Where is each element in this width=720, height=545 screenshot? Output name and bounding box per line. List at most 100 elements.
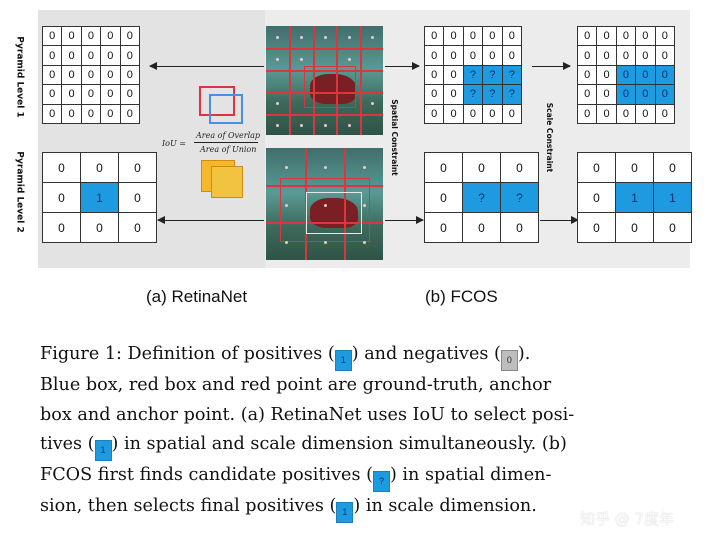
iou-overlap-illustration-1 xyxy=(195,84,255,128)
grid-cell: 0 xyxy=(119,103,140,124)
grid-cell: 0 xyxy=(615,45,637,66)
grid-cell: 0 xyxy=(80,152,119,183)
pyramid-level-2-label: Pyramid Level 2 xyxy=(14,151,25,233)
grid-cell: 0 xyxy=(462,212,501,243)
arrow-to-fcos-final-level1 xyxy=(532,62,571,70)
caption-line-1: Figure 1: Definition of positives (1) an… xyxy=(40,340,692,371)
grid-cell: 0 xyxy=(615,103,637,124)
grid-cell: 0 xyxy=(423,45,445,66)
grid-cell: 0 xyxy=(423,84,445,105)
grid-cell: 0 xyxy=(615,84,637,105)
grid-cell: ? xyxy=(482,84,503,105)
grid-cell: 0 xyxy=(42,152,81,183)
grid-cell: 0 xyxy=(635,45,656,66)
grid-cell: 0 xyxy=(42,182,81,213)
grid-cell: ? xyxy=(462,182,501,213)
grid-cell: 0 xyxy=(80,212,119,243)
grid-cell: 0 xyxy=(119,84,140,105)
grid-cell: 0 xyxy=(61,64,82,86)
grid-cell: 1 xyxy=(80,182,119,213)
grid-cell: 0 xyxy=(80,45,102,66)
grid-cell: 0 xyxy=(654,45,675,66)
grid-cell: 0 xyxy=(635,84,656,105)
grid-cell: 0 xyxy=(423,25,445,47)
grid-cell: 0 xyxy=(654,64,675,86)
grid-cell: 0 xyxy=(80,84,102,105)
caption-line-6: sion, then selects final positives (1) i… xyxy=(40,492,692,524)
grid-cell: 0 xyxy=(61,25,82,47)
grid-cell: 0 xyxy=(443,25,464,47)
grid-cell: 0 xyxy=(577,182,616,213)
positive-chip: 1 xyxy=(334,350,352,371)
grid-cell: 0 xyxy=(596,64,617,86)
arrow-to-fcos-final-level2 xyxy=(540,216,579,224)
grid-cell: 0 xyxy=(501,25,522,47)
grid-cell: 0 xyxy=(424,152,463,183)
grid-cell: 0 xyxy=(443,45,464,66)
grid-cell: 0 xyxy=(596,25,617,47)
candidate-positive-chip: ? xyxy=(372,471,390,493)
grid-cell: 0 xyxy=(41,25,63,47)
grid-cell: 0 xyxy=(576,25,598,47)
grid-cell: 0 xyxy=(635,25,656,47)
grid-cell: 0 xyxy=(80,64,102,86)
grid-cell: 0 xyxy=(576,103,598,124)
grid-cell: 0 xyxy=(615,212,654,243)
iou-denominator: Area of Union xyxy=(200,145,257,154)
grid-cell: 0 xyxy=(615,25,637,47)
positive-chip: 1 xyxy=(94,440,112,462)
grid-cell: 0 xyxy=(118,182,157,213)
grid-cell: 0 xyxy=(501,45,522,66)
grid-cell: 0 xyxy=(118,212,157,243)
grid-cell: 0 xyxy=(576,84,598,105)
grid-cell: 0 xyxy=(80,25,102,47)
grid-cell: 0 xyxy=(100,25,121,47)
grid-cell: 0 xyxy=(653,212,692,243)
iou-fraction-line xyxy=(194,142,258,143)
grid-cell: 0 xyxy=(41,45,63,66)
grid-cell: 0 xyxy=(654,103,675,124)
grid-cell: 0 xyxy=(42,212,81,243)
grid-cell: 0 xyxy=(482,25,503,47)
grid-cell: 0 xyxy=(653,152,692,183)
grid-cell: 0 xyxy=(61,84,82,105)
grid-cell: 0 xyxy=(576,45,598,66)
grid-cell: 0 xyxy=(61,103,82,124)
fcos-spatial-level1-grid: 0 0 0 0 0 0 0 0 0 0 0 0??? 0 0??? 0 0 0 0 0 xyxy=(423,25,522,124)
scale-constraint-label: Scale Constraint xyxy=(545,102,555,173)
grid-cell: 0 xyxy=(596,103,617,124)
iou-overlap-illustration-2 xyxy=(195,158,255,202)
grid-cell: 0 xyxy=(423,64,445,86)
watermark: 知乎 @ 7度年 xyxy=(580,510,675,528)
grid-cell: 0 xyxy=(500,212,539,243)
grid-cell: 0 xyxy=(462,152,501,183)
grid-cell: 0 xyxy=(635,103,656,124)
grid-cell: ? xyxy=(462,84,484,105)
image-level2-sparse-anchors xyxy=(266,148,383,260)
arrow-to-retinanet-level2 xyxy=(157,216,264,224)
caption-line-2: Blue box, red box and red point are grou… xyxy=(40,375,552,395)
grid-cell: ? xyxy=(482,64,503,86)
grid-cell: ? xyxy=(500,182,539,213)
grid-cell: 0 xyxy=(615,152,654,183)
arrow-to-retinanet-level1 xyxy=(149,62,264,70)
grid-cell: 0 xyxy=(596,84,617,105)
negative-chip: 0 xyxy=(500,350,518,371)
grid-cell: 0 xyxy=(41,84,63,105)
grid-cell: ? xyxy=(462,64,484,86)
arrow-to-fcos-spatial-level1 xyxy=(385,62,420,70)
grid-cell: 0 xyxy=(80,103,102,124)
image-level1-dense-anchors xyxy=(266,26,383,135)
grid-cell: 0 xyxy=(119,25,140,47)
grid-cell: 0 xyxy=(577,212,616,243)
subcaption-fcos: (b) FCOS xyxy=(425,287,498,306)
subcaption-retinanet: (a) RetinaNet xyxy=(146,287,248,306)
caption-line-5: FCOS first finds candidate positives (?)… xyxy=(40,461,692,493)
grid-cell: ? xyxy=(501,84,522,105)
grid-cell: 0 xyxy=(462,25,484,47)
grid-cell: 1 xyxy=(653,182,692,213)
